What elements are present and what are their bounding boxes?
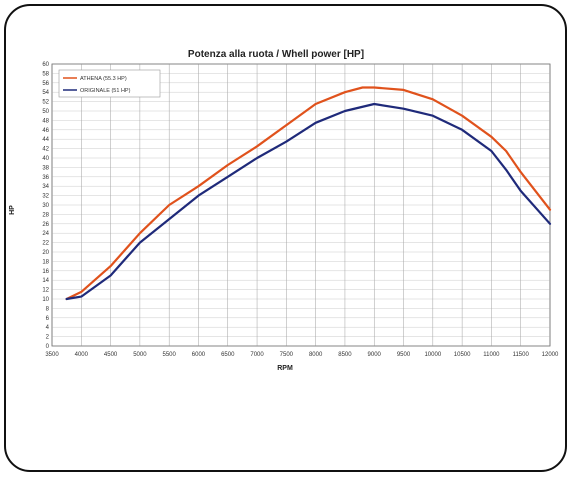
y-tick-label: 22 bbox=[42, 241, 49, 247]
y-tick-label: 52 bbox=[42, 100, 49, 106]
y-tick-label: 36 bbox=[42, 175, 49, 181]
x-tick-label: 4000 bbox=[75, 352, 89, 358]
y-tick-label: 38 bbox=[42, 165, 49, 171]
y-tick-label: 24 bbox=[42, 231, 49, 237]
x-tick-label: 7000 bbox=[250, 352, 264, 358]
y-tick-label: 14 bbox=[42, 278, 49, 284]
y-tick-label: 12 bbox=[42, 288, 49, 294]
x-tick-label: 5500 bbox=[162, 352, 176, 358]
y-tick-label: 2 bbox=[46, 335, 50, 341]
chart-title: Potenza alla ruota / Whell power [HP] bbox=[188, 49, 364, 60]
y-tick-label: 16 bbox=[42, 269, 49, 275]
y-tick-label: 60 bbox=[42, 62, 49, 68]
y-tick-label: 40 bbox=[42, 156, 49, 162]
y-tick-label: 50 bbox=[42, 109, 49, 115]
y-tick-label: 44 bbox=[42, 137, 49, 143]
y-tick-label: 34 bbox=[42, 184, 49, 190]
legend: ATHENA (55.3 HP) ORIGINALE (51 HP) bbox=[58, 69, 161, 98]
x-tick-label: 6500 bbox=[221, 352, 235, 358]
x-axis-title: RPM bbox=[277, 365, 293, 372]
y-tick-label: 20 bbox=[42, 250, 49, 256]
y-tick-label: 0 bbox=[46, 344, 50, 350]
y-tick-label: 10 bbox=[42, 297, 49, 303]
x-tick-label: 7500 bbox=[280, 352, 294, 358]
y-tick-label: 48 bbox=[42, 118, 49, 124]
y-tick-label: 8 bbox=[46, 306, 50, 312]
x-tick-labels: 3500 4000 4500 5000 5500 6000 6500 7000 7500 8000… bbox=[45, 352, 559, 358]
x-tick-label: 3500 bbox=[45, 352, 59, 358]
y-tick-label: 30 bbox=[42, 203, 49, 209]
grid-lines bbox=[51, 63, 551, 347]
y-tick-label: 46 bbox=[42, 128, 49, 134]
legend-box bbox=[58, 69, 161, 98]
x-tick-label: 8000 bbox=[309, 352, 323, 358]
x-tick-label: 8500 bbox=[338, 352, 352, 358]
originale-power-line bbox=[65, 102, 552, 301]
x-tick-label: 11500 bbox=[513, 352, 530, 358]
y-tick-label: 18 bbox=[42, 259, 49, 265]
y-tick-label: 54 bbox=[42, 90, 49, 96]
y-tick-label: 58 bbox=[42, 71, 49, 77]
legend-label-athena: ATHENA (55.3 HP) bbox=[80, 76, 127, 82]
x-tick-label: 11000 bbox=[483, 352, 500, 358]
y-tick-label: 28 bbox=[42, 212, 49, 218]
y-tick-label: 32 bbox=[42, 194, 49, 200]
x-tick-label: 10500 bbox=[454, 352, 471, 358]
y-tick-label: 56 bbox=[42, 81, 49, 87]
athena-power-line bbox=[65, 86, 552, 301]
y-tick-labels: 0246810121416182022242628303234363840424… bbox=[42, 62, 49, 350]
x-tick-label: 4500 bbox=[104, 352, 118, 358]
x-tick-label: 9500 bbox=[397, 352, 411, 358]
y-tick-label: 26 bbox=[42, 222, 49, 228]
x-tick-label: 9000 bbox=[368, 352, 382, 358]
x-tick-label: 5000 bbox=[133, 352, 147, 358]
x-tick-label: 6000 bbox=[192, 352, 206, 358]
x-tick-label: 10000 bbox=[424, 352, 441, 358]
y-tick-label: 42 bbox=[42, 147, 49, 153]
legend-label-originale: ORIGINALE (51 HP) bbox=[80, 88, 131, 94]
y-tick-label: 6 bbox=[46, 316, 50, 322]
x-tick-label: 12000 bbox=[542, 352, 559, 358]
y-tick-label: 4 bbox=[46, 325, 50, 331]
y-axis-title: HP bbox=[9, 205, 16, 215]
series-lines bbox=[65, 86, 552, 301]
